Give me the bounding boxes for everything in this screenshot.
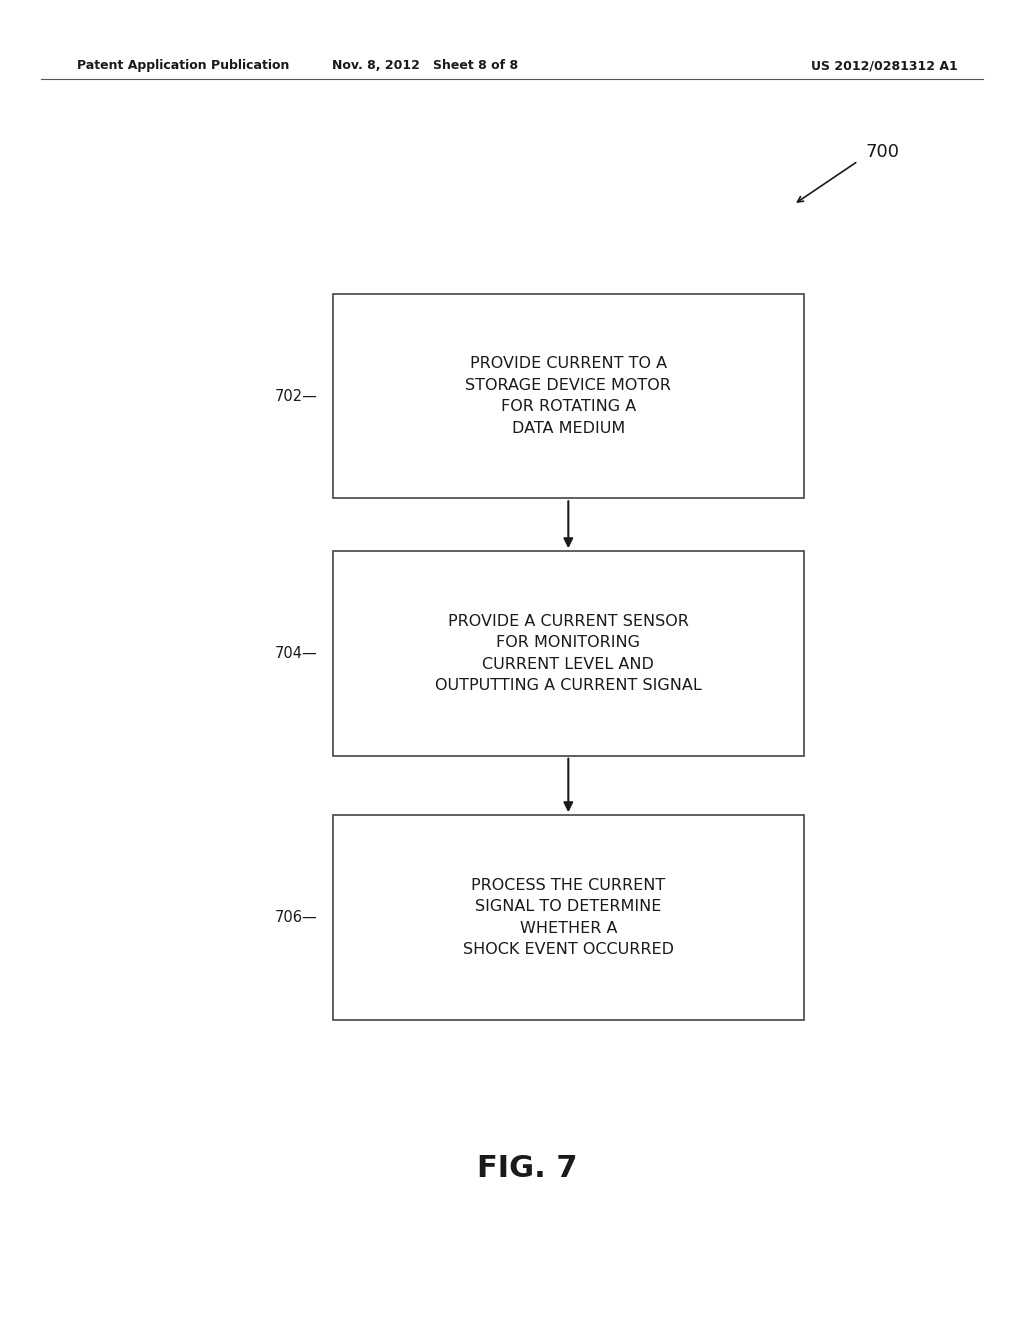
- FancyArrowPatch shape: [564, 502, 572, 546]
- Text: Nov. 8, 2012   Sheet 8 of 8: Nov. 8, 2012 Sheet 8 of 8: [332, 59, 518, 73]
- Text: 700: 700: [865, 143, 899, 161]
- Text: FIG. 7: FIG. 7: [477, 1154, 578, 1183]
- Bar: [333, 294, 804, 499]
- Text: Patent Application Publication: Patent Application Publication: [77, 59, 289, 73]
- Text: 702—: 702—: [274, 388, 317, 404]
- Text: 704—: 704—: [274, 645, 317, 661]
- Text: US 2012/0281312 A1: US 2012/0281312 A1: [811, 59, 957, 73]
- Text: PROVIDE A CURRENT SENSOR
FOR MONITORING
CURRENT LEVEL AND
OUTPUTTING A CURRENT S: PROVIDE A CURRENT SENSOR FOR MONITORING …: [435, 614, 701, 693]
- Bar: [333, 552, 804, 755]
- Bar: [333, 816, 804, 1020]
- Text: PROCESS THE CURRENT
SIGNAL TO DETERMINE
WHETHER A
SHOCK EVENT OCCURRED: PROCESS THE CURRENT SIGNAL TO DETERMINE …: [463, 878, 674, 957]
- Text: PROVIDE CURRENT TO A
STORAGE DEVICE MOTOR
FOR ROTATING A
DATA MEDIUM: PROVIDE CURRENT TO A STORAGE DEVICE MOTO…: [465, 356, 672, 436]
- FancyArrowPatch shape: [798, 162, 856, 202]
- FancyArrowPatch shape: [564, 759, 572, 810]
- Text: 706—: 706—: [274, 909, 317, 925]
